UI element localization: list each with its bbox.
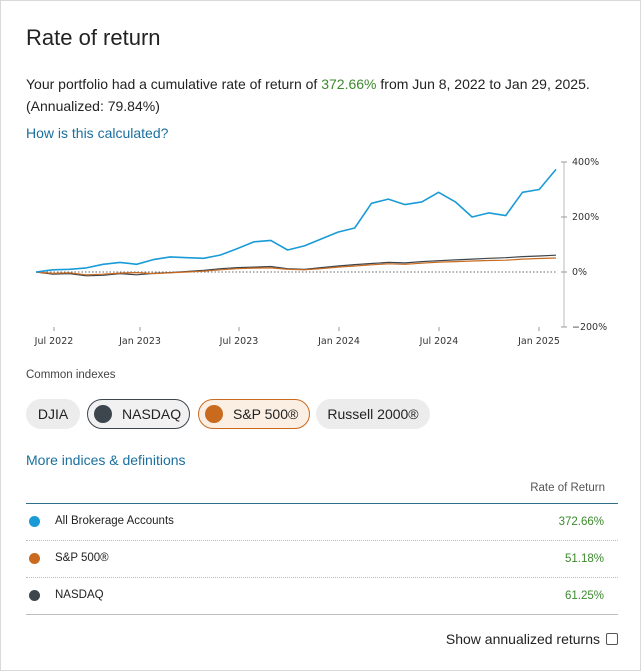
row-value: 372.66%: [558, 516, 604, 528]
y-tick-label: 0%: [572, 267, 587, 278]
row-value: 51.18%: [564, 553, 604, 565]
row-name: S&P 500®: [55, 552, 109, 564]
x-tick-label: Jul 2022: [34, 336, 74, 347]
x-tick-label: Jan 2024: [317, 336, 360, 347]
sp500-dot-icon: [205, 405, 223, 423]
row-name: All Brokerage Accounts: [55, 515, 174, 527]
series-line-portfolio: [35, 168, 557, 273]
return-summary: Your portfolio had a cumulative rate of …: [26, 73, 606, 117]
series-line-sp500: [35, 257, 557, 276]
column-header-rate-of-return: Rate of Return: [26, 479, 618, 504]
common-indexes-label: Common indexes: [26, 369, 116, 381]
summary-period: from Jun 8, 2022 to Jan 29, 2025. (Annua…: [26, 76, 590, 114]
return-chart: 400% 200% 0% −200% Jul 2022 Jan 2023 Jul 2023 J…: [1, 151, 641, 351]
table-row: S&P 500® 51.18%: [26, 541, 618, 578]
chip-label: DJIA: [37, 406, 69, 422]
x-tick-label: Jan 2023: [118, 336, 161, 347]
chip-label: S&P 500®: [233, 406, 299, 422]
series-color-icon: [29, 553, 40, 564]
chip-sp500[interactable]: S&P 500®: [198, 399, 310, 429]
annualized-toggle: Show annualized returns: [446, 631, 618, 647]
series-line-nasdaq: [35, 254, 557, 277]
chip-djia[interactable]: DJIA: [26, 399, 80, 429]
chip-label: NASDAQ: [122, 406, 182, 422]
row-value: 61.25%: [564, 590, 604, 602]
chip-nasdaq[interactable]: NASDAQ: [87, 399, 190, 429]
annualized-checkbox[interactable]: [606, 633, 618, 645]
x-tick-label: Jan 2025: [517, 336, 560, 347]
table-row: NASDAQ 61.25%: [26, 578, 618, 615]
more-indices-link[interactable]: More indices & definitions: [26, 452, 186, 468]
row-name: NASDAQ: [55, 589, 104, 601]
y-tick-label: 200%: [572, 212, 599, 223]
cumulative-return: 372.66%: [321, 76, 377, 92]
annualized-label: Show annualized returns: [445, 631, 600, 647]
y-tick-label: 400%: [572, 157, 599, 168]
y-tick-label: −200%: [572, 322, 607, 333]
nasdaq-dot-icon: [94, 405, 112, 423]
chart-svg: 400% 200% 0% −200% Jul 2022 Jan 2023 Jul 2023 J…: [34, 157, 607, 347]
x-tick-label: Jul 2024: [419, 336, 459, 347]
summary-prefix: Your portfolio had a cumulative rate of …: [26, 76, 322, 92]
page-title: Rate of return: [26, 25, 161, 50]
chip-label: Russell 2000®: [327, 406, 419, 422]
chip-russell-2000[interactable]: Russell 2000®: [316, 399, 430, 429]
series-color-icon: [29, 590, 40, 601]
series-color-icon: [29, 516, 40, 527]
x-tick-label: Jul 2023: [219, 336, 259, 347]
table-row: All Brokerage Accounts 372.66%: [26, 504, 618, 541]
how-calculated-link[interactable]: How is this calculated?: [26, 125, 169, 141]
return-table: Rate of Return All Brokerage Accounts 37…: [26, 479, 618, 615]
